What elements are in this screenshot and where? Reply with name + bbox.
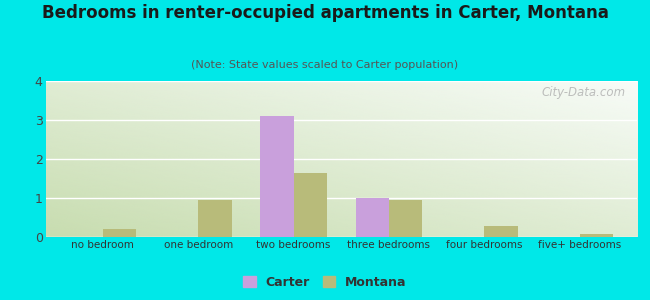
Text: (Note: State values scaled to Carter population): (Note: State values scaled to Carter pop…: [192, 60, 458, 70]
Text: City-Data.com: City-Data.com: [541, 86, 625, 99]
Bar: [198, 200, 231, 237]
Bar: [260, 116, 294, 237]
Bar: [356, 198, 389, 237]
Bar: [294, 173, 327, 237]
Bar: [580, 234, 613, 237]
Bar: [389, 200, 422, 237]
Bar: [484, 226, 518, 237]
Legend: Carter, Montana: Carter, Montana: [239, 271, 411, 294]
Bar: [103, 229, 136, 237]
Text: Bedrooms in renter-occupied apartments in Carter, Montana: Bedrooms in renter-occupied apartments i…: [42, 4, 608, 22]
